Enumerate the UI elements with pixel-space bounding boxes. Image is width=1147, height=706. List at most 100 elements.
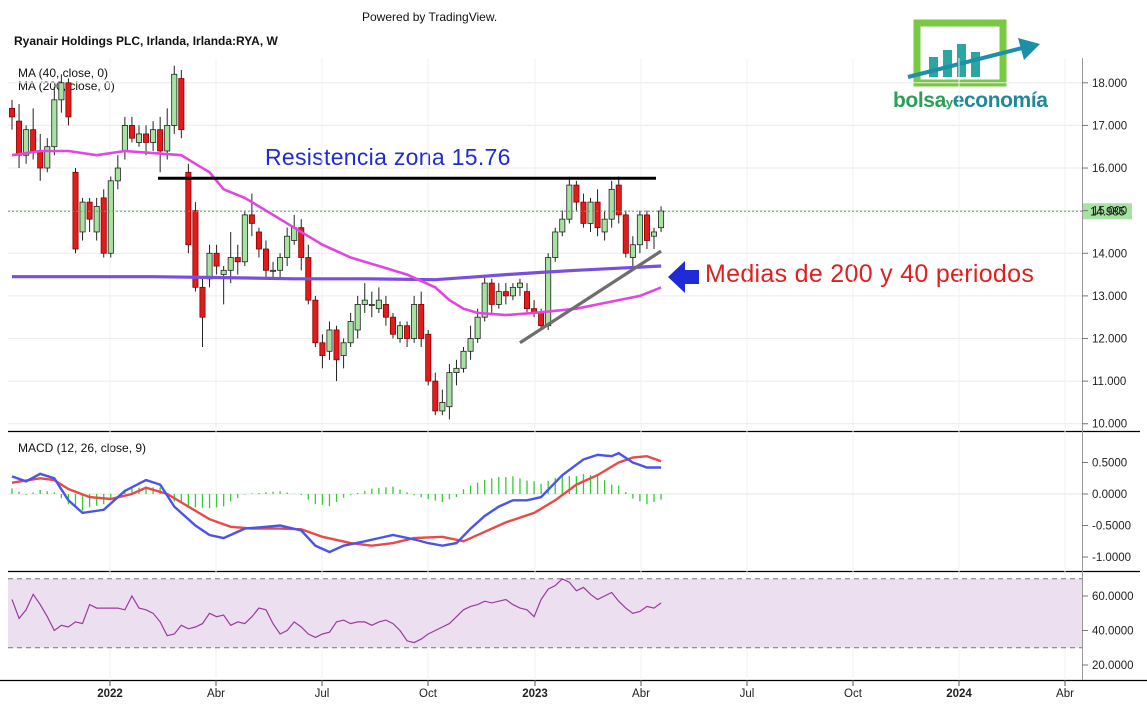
candle-body xyxy=(389,316,396,335)
price-tick-label: 10.000 xyxy=(1092,419,1127,431)
candle-body xyxy=(361,299,368,305)
candle-body xyxy=(467,338,474,352)
candle-body xyxy=(488,282,495,305)
rsi-tick-label: 20.0000 xyxy=(1092,660,1134,672)
candle-body xyxy=(291,227,298,241)
candle-body xyxy=(516,282,523,288)
candle-body xyxy=(382,304,389,318)
macd-tick-label: 0.0000 xyxy=(1092,489,1127,501)
macd-tick-label: 0.5000 xyxy=(1092,458,1127,470)
candle-body xyxy=(495,291,502,305)
candle-body xyxy=(439,402,446,412)
resistance-annotation: Resistencia zona 15.76 xyxy=(265,144,511,170)
logo-text-economia: economía xyxy=(952,89,1048,112)
candle-body xyxy=(545,257,552,327)
candle-body xyxy=(234,257,241,263)
signal-line xyxy=(11,454,662,547)
candle-body xyxy=(220,269,227,275)
candle-body xyxy=(368,304,375,306)
candle-body xyxy=(277,257,284,271)
candle-body xyxy=(16,120,23,156)
candle-body xyxy=(354,304,361,331)
candle-body xyxy=(411,304,418,339)
candle-body xyxy=(594,201,601,229)
medias-annotation: Medias de 200 y 40 periodos xyxy=(705,260,1035,288)
time-tick-label: 2024 xyxy=(946,688,972,700)
candle-body xyxy=(622,214,629,254)
candle-body xyxy=(312,299,319,344)
candle-body xyxy=(502,291,509,297)
last-price-badge xyxy=(1083,203,1132,220)
logo-text-bolsa: bolsa xyxy=(893,89,946,112)
time-tick-label: 2023 xyxy=(522,688,548,700)
candle-body xyxy=(319,342,326,356)
candle-body xyxy=(143,133,150,143)
candle-body xyxy=(474,316,481,339)
candle-body xyxy=(255,231,262,250)
candle-body xyxy=(538,312,545,327)
time-tick-label: Oct xyxy=(844,688,863,700)
candle-body xyxy=(418,304,425,339)
ma200-label: MA (200, close, 0) xyxy=(18,79,115,93)
candle-body xyxy=(51,99,58,148)
candle-body xyxy=(432,380,439,412)
candle-body xyxy=(629,244,636,258)
candle-body xyxy=(298,227,305,258)
price-tick-label: 15.000 xyxy=(1092,206,1127,218)
time-tick-label: Abr xyxy=(632,688,650,700)
candle-body xyxy=(608,188,615,220)
candle-body xyxy=(100,197,107,254)
candle-body xyxy=(79,201,86,233)
candle-body xyxy=(425,333,432,382)
time-tick-label: Abr xyxy=(1056,688,1074,700)
candle-body xyxy=(333,329,340,361)
logo-chart-icon xyxy=(907,19,1040,87)
candle-body xyxy=(114,167,121,182)
logo-text-y: y xyxy=(945,95,953,110)
candle-body xyxy=(86,201,93,220)
macd-plot xyxy=(8,451,1082,554)
logo-text: bolsayeconomía xyxy=(893,89,1048,113)
candle-body xyxy=(531,308,538,314)
price-tick-label: 12.000 xyxy=(1092,334,1127,346)
last-price-label: 14.985 xyxy=(1090,206,1125,218)
candle-body xyxy=(171,73,178,126)
candle-body xyxy=(128,125,135,139)
candles xyxy=(8,65,665,420)
macd-tick-label: -0.5000 xyxy=(1092,521,1131,533)
ma200-line xyxy=(12,264,662,282)
candle-body xyxy=(185,171,192,246)
candle-body xyxy=(262,248,269,271)
time-tick-label: 2022 xyxy=(97,688,123,700)
candle-body xyxy=(601,218,608,233)
axes: 18.000 17.000 16.000 15.000 14.000 13.000 12.0… xyxy=(97,78,1133,700)
macd-tick-label: -1.0000 xyxy=(1092,552,1131,564)
candle-body xyxy=(340,342,347,356)
candle-body xyxy=(199,286,206,318)
candle-body xyxy=(573,184,580,203)
candle-body xyxy=(178,78,185,131)
candle-body xyxy=(552,231,559,258)
candle-body xyxy=(157,129,164,152)
candle-body xyxy=(44,146,51,169)
time-tick-label: Oct xyxy=(419,688,438,700)
candle-body xyxy=(524,291,531,310)
medias-arrow xyxy=(668,261,699,293)
time-tick-label: Abr xyxy=(207,688,225,700)
candle-body xyxy=(587,201,594,224)
powered-by[interactable]: Powered by TradingView. xyxy=(362,10,498,24)
time-tick-label: Jul xyxy=(315,688,330,700)
rsi-label: Índice de fuerza relativa (RSI por sus s… xyxy=(18,580,330,594)
candle-body xyxy=(615,184,622,216)
candle-body xyxy=(241,214,248,263)
candle-body xyxy=(30,129,37,152)
candle-body xyxy=(150,129,157,143)
candle-body xyxy=(305,257,312,301)
macd-label: MACD (12, 26, close, 9) xyxy=(18,441,147,455)
candle-body xyxy=(121,125,128,152)
support-trendline xyxy=(519,249,662,345)
candle-body xyxy=(509,286,516,297)
candle-body xyxy=(651,231,658,237)
rsi-tick-label: 60.0000 xyxy=(1092,591,1134,603)
price-tick-label: 18.000 xyxy=(1092,78,1127,90)
